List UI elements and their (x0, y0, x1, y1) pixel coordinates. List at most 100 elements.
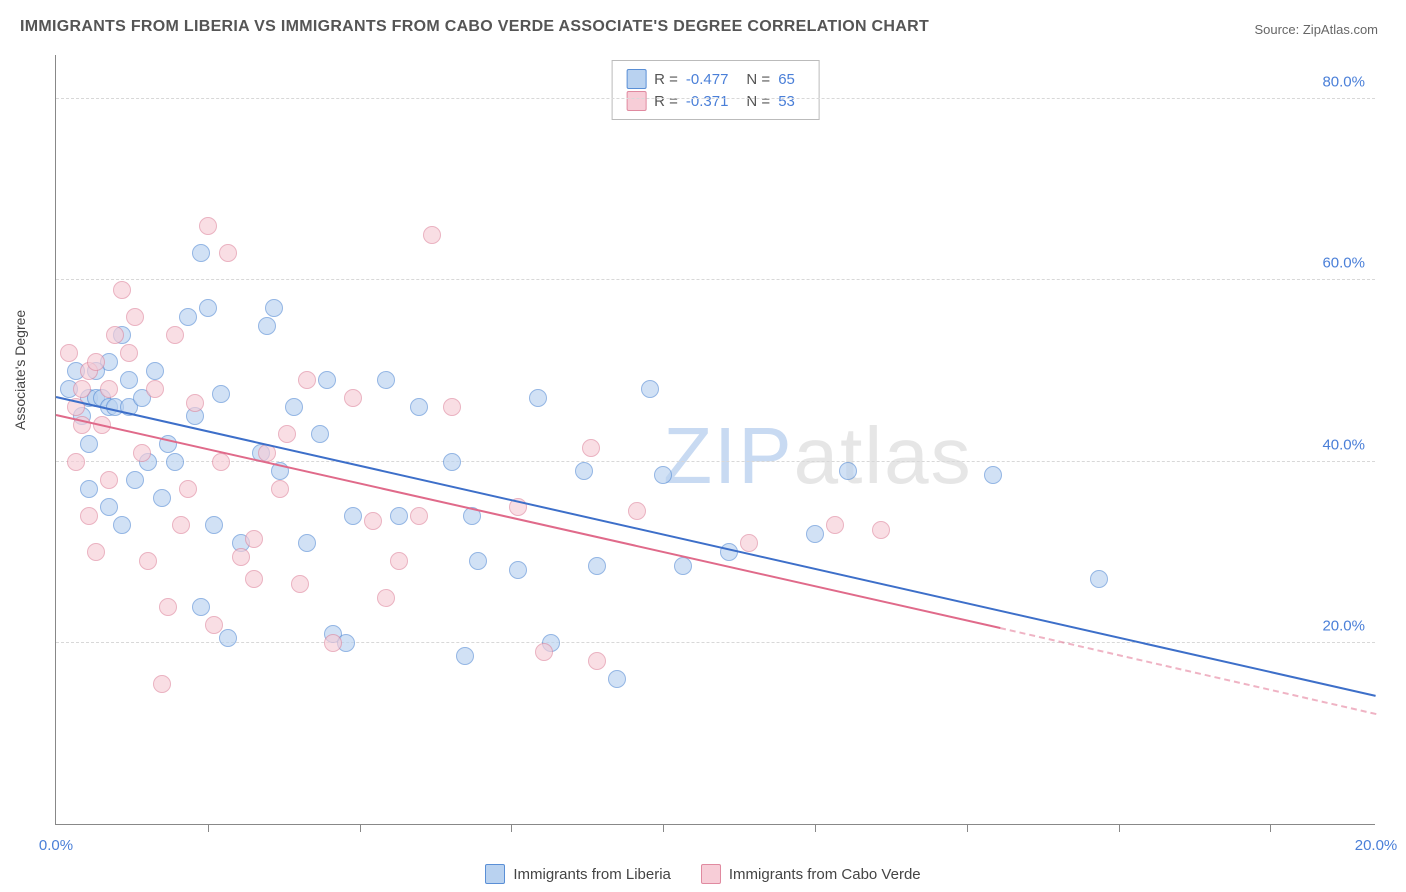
data-point (318, 371, 336, 389)
data-point (285, 398, 303, 416)
data-point (278, 425, 296, 443)
data-point (245, 570, 263, 588)
bottom-legend: Immigrants from Liberia Immigrants from C… (0, 864, 1406, 884)
data-point (872, 521, 890, 539)
trend-line (56, 414, 1000, 629)
n-value: 53 (778, 93, 795, 110)
r-label: R = (654, 71, 678, 88)
data-point (166, 453, 184, 471)
y-tick-label: 60.0% (1322, 255, 1365, 272)
watermark: ZIPatlas (663, 410, 972, 502)
data-point (153, 675, 171, 693)
data-point (126, 471, 144, 489)
x-tick (360, 824, 361, 832)
x-tick (1119, 824, 1120, 832)
stats-row: R =-0.477N =65 (626, 69, 805, 89)
r-value: -0.477 (686, 71, 729, 88)
data-point (588, 557, 606, 575)
data-point (139, 552, 157, 570)
data-point (535, 643, 553, 661)
data-point (146, 362, 164, 380)
data-point (80, 435, 98, 453)
data-point (232, 548, 250, 566)
n-label: N = (746, 71, 770, 88)
data-point (219, 244, 237, 262)
data-point (588, 652, 606, 670)
data-point (87, 543, 105, 561)
data-point (410, 507, 428, 525)
series-swatch (626, 91, 646, 111)
data-point (205, 616, 223, 634)
data-point (219, 629, 237, 647)
data-point (826, 516, 844, 534)
y-axis-label: Associate's Degree (12, 310, 28, 430)
data-point (120, 344, 138, 362)
data-point (265, 299, 283, 317)
data-point (126, 308, 144, 326)
data-point (469, 552, 487, 570)
legend-label: Immigrants from Liberia (513, 866, 671, 883)
data-point (186, 394, 204, 412)
data-point (146, 380, 164, 398)
data-point (172, 516, 190, 534)
data-point (205, 516, 223, 534)
x-tick (208, 824, 209, 832)
data-point (344, 389, 362, 407)
data-point (192, 244, 210, 262)
data-point (344, 507, 362, 525)
data-point (839, 462, 857, 480)
data-point (192, 598, 210, 616)
data-point (113, 516, 131, 534)
data-point (199, 299, 217, 317)
data-point (271, 480, 289, 498)
data-point (60, 344, 78, 362)
data-point (212, 453, 230, 471)
r-label: R = (654, 93, 678, 110)
legend-swatch (701, 864, 721, 884)
data-point (641, 380, 659, 398)
data-point (80, 507, 98, 525)
x-tick (815, 824, 816, 832)
data-point (1090, 570, 1108, 588)
data-point (113, 281, 131, 299)
data-point (377, 371, 395, 389)
x-tick-label: 20.0% (1355, 837, 1398, 854)
y-tick-label: 20.0% (1322, 617, 1365, 634)
data-point (245, 530, 263, 548)
data-point (133, 444, 151, 462)
data-point (298, 371, 316, 389)
data-point (410, 398, 428, 416)
data-point (100, 471, 118, 489)
data-point (529, 389, 547, 407)
data-point (199, 217, 217, 235)
data-point (100, 498, 118, 516)
data-point (443, 398, 461, 416)
data-point (509, 561, 527, 579)
data-point (390, 507, 408, 525)
data-point (456, 647, 474, 665)
data-point (364, 512, 382, 530)
data-point (806, 525, 824, 543)
legend-label: Immigrants from Cabo Verde (729, 866, 921, 883)
data-point (153, 489, 171, 507)
gridline (56, 98, 1375, 99)
data-point (106, 326, 124, 344)
chart-title: IMMIGRANTS FROM LIBERIA VS IMMIGRANTS FR… (20, 18, 929, 36)
gridline (56, 279, 1375, 280)
trend-line (1000, 627, 1377, 715)
legend-swatch (485, 864, 505, 884)
data-point (87, 353, 105, 371)
data-point (390, 552, 408, 570)
data-point (159, 598, 177, 616)
data-point (575, 462, 593, 480)
x-tick (663, 824, 664, 832)
data-point (67, 453, 85, 471)
data-point (984, 466, 1002, 484)
data-point (120, 371, 138, 389)
data-point (80, 480, 98, 498)
data-point (423, 226, 441, 244)
data-point (179, 308, 197, 326)
data-point (740, 534, 758, 552)
stats-row: R =-0.371N =53 (626, 91, 805, 111)
series-swatch (626, 69, 646, 89)
